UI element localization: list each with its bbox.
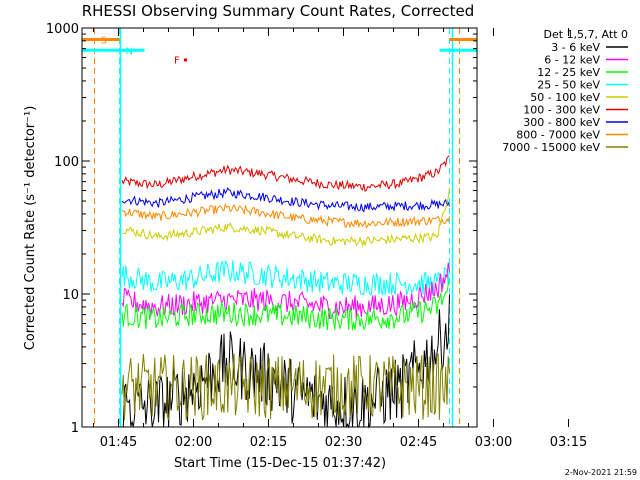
x-tick-label: 02:30	[325, 435, 362, 450]
y-axis-label: Corrected Count Rate (s⁻¹ detector⁻¹)	[23, 106, 38, 351]
flag-label-f: F	[174, 55, 180, 66]
legend-label: 100 - 300 keV	[523, 104, 600, 117]
series-line-800-7000-kev	[121, 202, 450, 229]
series-line-100-300-kev	[121, 155, 450, 192]
y-tick-label: 100	[54, 155, 79, 170]
series-line-3-6-kev	[122, 294, 450, 429]
flag-label-s: S	[101, 35, 107, 46]
x-tick-label: 02:45	[400, 435, 437, 450]
series-line-6-12-kev	[121, 262, 450, 320]
legend-label: 50 - 100 keV	[530, 91, 600, 104]
y-tick-label: 10	[62, 288, 79, 303]
x-tick-label: 03:15	[550, 435, 587, 450]
chart-title: RHESSI Observing Summary Count Rates, Co…	[82, 2, 475, 20]
footer-timestamp: 2-Nov-2021 21:59	[565, 468, 637, 477]
series-line-7000-15000-kev	[121, 353, 450, 421]
legend-label: 25 - 50 keV	[537, 79, 600, 92]
legend-label: 7000 - 15000 keV	[502, 141, 600, 154]
series-line-50-100-kev	[121, 187, 450, 248]
legend-label: 12 - 25 keV	[537, 66, 600, 79]
series-line-300-800-kev	[121, 187, 450, 213]
x-tick-label: 02:15	[250, 435, 287, 450]
x-tick-label: 03:00	[475, 435, 512, 450]
legend-label: 6 - 12 keV	[544, 54, 600, 67]
x-tick-label: 02:00	[175, 435, 212, 450]
plot-area: S N F	[82, 28, 477, 429]
plot-frame	[81, 27, 478, 428]
legend-header: Det 1,5,7, Att 0	[544, 28, 628, 41]
series-line-25-50-kev	[121, 259, 450, 297]
y-axis: 1 10 100 1000	[46, 22, 477, 436]
x-axis: 01:45 02:00 02:15 02:30 02:45 03:00 03:15	[93, 28, 587, 450]
legend-label: 800 - 7000 keV	[516, 129, 600, 142]
y-tick-label: 1	[71, 421, 79, 436]
flag-label-n: N	[126, 46, 133, 57]
x-tick-label: 01:45	[100, 435, 137, 450]
legend-label: 300 - 800 keV	[523, 116, 600, 129]
series-line-12-25-kev	[121, 280, 450, 331]
x-axis-label: Start Time (15-Dec-15 01:37:42)	[174, 456, 386, 471]
legend-label: 3 - 6 keV	[551, 41, 600, 54]
flag-marker-f	[184, 58, 187, 62]
y-tick-label: 1000	[46, 22, 79, 37]
